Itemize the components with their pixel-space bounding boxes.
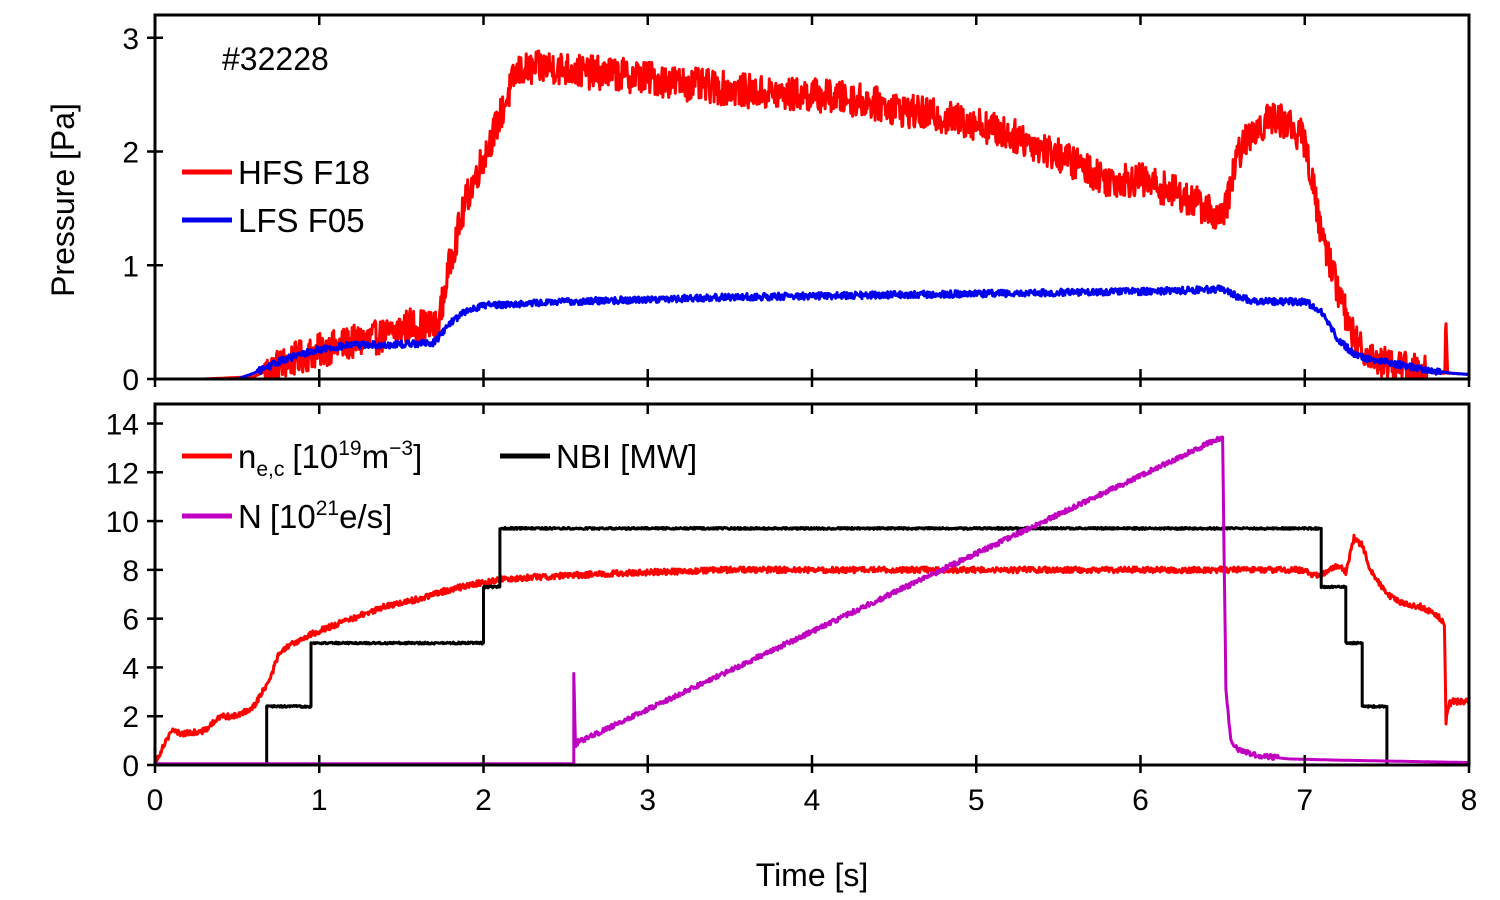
ne-unit-exp: −3 — [389, 437, 413, 460]
legend-label-lfs-f05: LFS F05 — [238, 202, 365, 239]
density-y-tick-label: 4 — [122, 652, 139, 685]
pressure-series-line-1 — [153, 284, 1471, 381]
n-base: N — [238, 498, 262, 535]
pressure-y-tick-label: 1 — [122, 250, 139, 283]
density-series-group — [153, 435, 1471, 767]
legend-label-ne: ne,c [1019m−3] — [238, 437, 422, 481]
x-tick-label: 6 — [1132, 784, 1149, 817]
legend-label-nbi: NBI [MW] — [556, 438, 697, 475]
ne-exp: 19 — [338, 437, 361, 460]
pressure-series-line-0 — [153, 49, 1471, 381]
pressure-y-tick-label: 3 — [122, 23, 139, 56]
pressure-series-group — [153, 49, 1471, 381]
x-tick-label: 7 — [1296, 784, 1313, 817]
ne-bracket-close: ] — [413, 438, 422, 475]
ne-sub: e,c — [256, 458, 284, 481]
density-series-line-0 — [153, 533, 1471, 767]
density-series-line-2 — [153, 435, 1471, 766]
pressure-panel: 0 1 2 3 #32228 Pressure [Pa] HFS F18 LFS F0… — [45, 13, 1471, 397]
x-tick-label: 1 — [311, 784, 328, 817]
n-bracket-close: ] — [383, 498, 392, 535]
pressure-ticks: 0 1 2 3 — [122, 15, 1471, 397]
density-y-tick-label: 8 — [122, 555, 139, 588]
ne-unit: m — [362, 438, 390, 475]
density-legend: ne,c [1019m−3] NBI [MW] N [1021e/s] — [182, 437, 697, 535]
ne-bracket-open: [10 — [292, 438, 338, 475]
pressure-legend: HFS F18 LFS F05 — [182, 154, 370, 239]
x-axis-label: Time [s] — [756, 857, 869, 893]
legend-label-nitrogen: N [1021e/s] — [238, 497, 392, 535]
shot-number-annotation: #32228 — [222, 41, 329, 77]
density-y-tick-label: 14 — [106, 409, 139, 442]
x-tick-label: 0 — [147, 784, 164, 817]
pressure-y-axis-label: Pressure [Pa] — [45, 103, 81, 297]
density-y-tick-label: 12 — [106, 457, 139, 490]
pressure-y-tick-label: 0 — [122, 364, 139, 397]
density-y-tick-label: 0 — [122, 750, 139, 783]
x-tick-label: 4 — [804, 784, 821, 817]
pressure-y-tick-label: 2 — [122, 137, 139, 170]
n-unit: e/s — [339, 498, 383, 535]
density-series-line-1 — [153, 525, 1471, 767]
density-y-tick-label: 2 — [122, 701, 139, 734]
x-tick-label: 5 — [968, 784, 985, 817]
n-exp: 21 — [316, 497, 339, 520]
x-tick-label: 8 — [1461, 784, 1478, 817]
x-tick-label: 2 — [475, 784, 492, 817]
density-y-tick-label: 10 — [106, 506, 139, 539]
x-tick-label: 3 — [639, 784, 656, 817]
ne-base: n — [238, 438, 256, 475]
n-bracket-open: [10 — [270, 498, 316, 535]
pressure-plot-frame — [153, 13, 1471, 381]
legend-label-hfs-f18: HFS F18 — [238, 154, 370, 191]
density-y-tick-label: 6 — [122, 604, 139, 637]
